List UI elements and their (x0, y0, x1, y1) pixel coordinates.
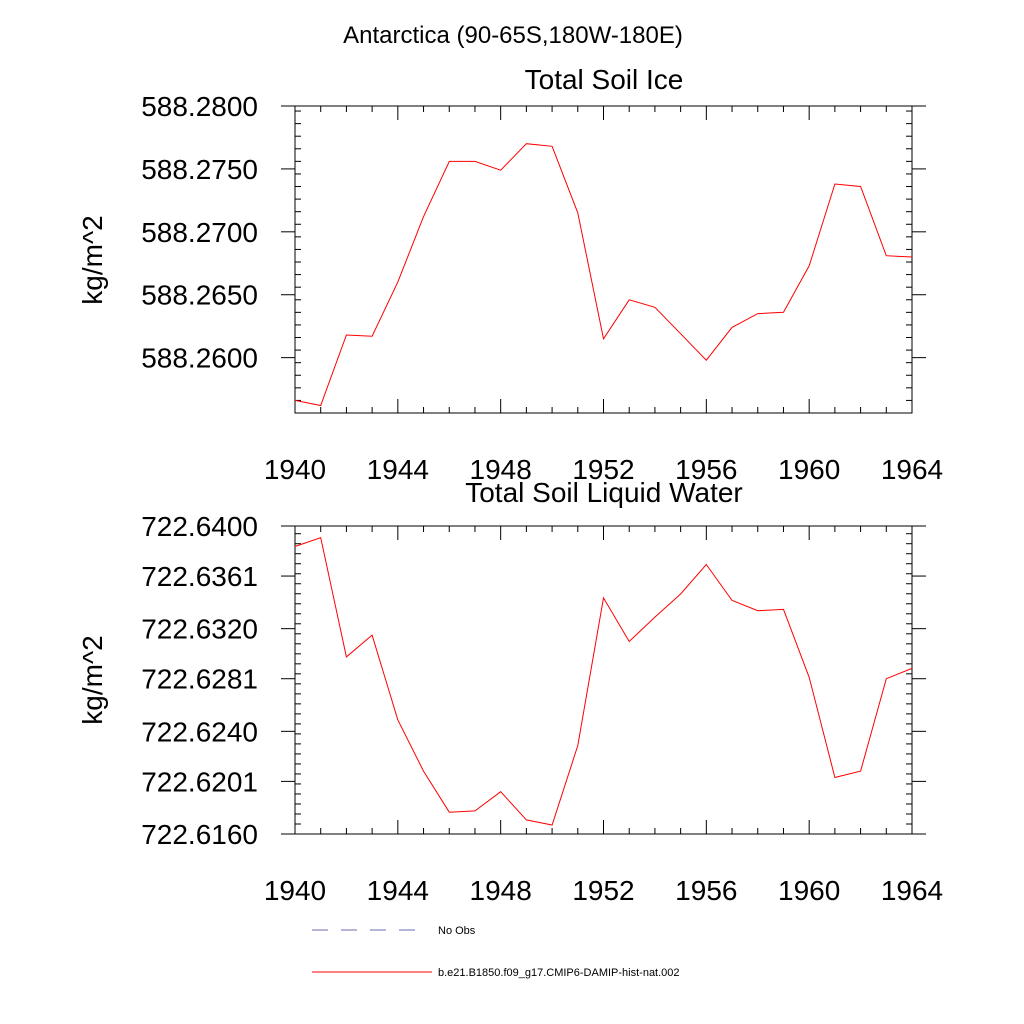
y-tick-label: 722.6400 (141, 511, 258, 542)
series-line (294, 143, 913, 407)
x-tick-label: 1956 (675, 454, 737, 485)
x-tick-label: 1940 (264, 454, 326, 485)
y-axis-label: kg/m^2 (77, 635, 108, 724)
plot-area: 1940 1944 1948 1952 1956 1960 1964 588.2800 588.… (141, 91, 943, 485)
y-tick-label: 722.6201 (141, 766, 258, 797)
x-tick-label: 1964 (881, 875, 943, 906)
x-tick-label: 1948 (470, 875, 532, 906)
panel-total-soil-liquid-water: Total Soil Liquid Water kg/m^2 1940 1944 1… (77, 477, 943, 906)
y-tick-label: 588.2600 (141, 343, 258, 374)
x-tick-label: 1944 (367, 454, 429, 485)
panel-title: Total Soil Ice (525, 64, 684, 95)
panel-total-soil-ice: Total Soil Ice kg/m^2 1940 1944 1948 1952 19… (77, 64, 943, 485)
panel-title: Total Soil Liquid Water (465, 477, 743, 508)
y-tick-label: 722.6240 (141, 716, 258, 747)
y-tick-label: 722.6281 (141, 664, 258, 695)
plot-area: 1940 1944 1948 1952 1956 1960 1964 722.6400 722.… (141, 511, 943, 906)
x-tick-label: 1952 (572, 875, 634, 906)
y-tick-label: 588.2800 (141, 91, 258, 122)
y-tick-label: 588.2700 (141, 217, 258, 248)
x-tick-label: 1960 (778, 454, 840, 485)
x-tick-label: 1964 (881, 454, 943, 485)
x-tick-label: 1956 (675, 875, 737, 906)
y-axis-label: kg/m^2 (77, 215, 108, 304)
y-tick-label: 722.6361 (141, 561, 258, 592)
y-tick-label: 588.2750 (141, 154, 258, 185)
legend-label: No Obs (438, 925, 476, 937)
y-tick-label: 722.6160 (141, 819, 258, 850)
x-tick-label: 1944 (367, 875, 429, 906)
figure-suptitle: Antarctica (90-65S,180W-180E) (343, 22, 683, 49)
x-tick-label: 1952 (572, 454, 634, 485)
x-tick-label: 1948 (470, 454, 532, 485)
y-tick-label: 722.6320 (141, 614, 258, 645)
y-tick-label: 588.2650 (141, 280, 258, 311)
plot-frame (294, 525, 913, 835)
x-tick-label: 1960 (778, 875, 840, 906)
x-tick-label: 1940 (264, 875, 326, 906)
series-line (294, 536, 913, 826)
legend: No Obs b.e21.B1850.f09_g17.CMIP6-DAMIP-h… (312, 925, 680, 979)
legend-label: b.e21.B1850.f09_g17.CMIP6-DAMIP-hist-nat… (438, 967, 680, 979)
plot-frame (294, 105, 913, 414)
